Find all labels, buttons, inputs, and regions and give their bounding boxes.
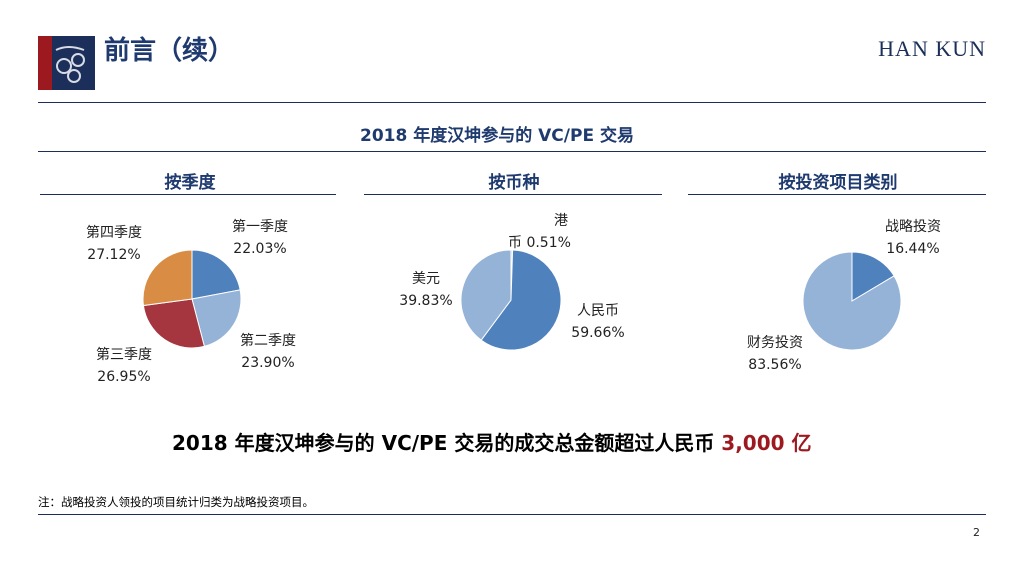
pie-slice-currency-1 [480,249,562,351]
column-divider-2 [364,194,662,195]
logo-icon [38,36,95,90]
slice-label-rmb: 人民币 59.66% [571,303,625,341]
column-heading-currency: 按币种 [488,173,540,193]
column-divider-1 [40,194,336,195]
pie-slice-quarter-2 [142,298,206,349]
section-subtitle: 2018 年度汉坤参与的 VC/PE 交易 [360,126,634,146]
pie-chart-category [802,251,902,351]
slice-label-q3: 第三季度 26.95% [96,347,152,385]
slice-label-q4: 第四季度 27.12% [86,225,142,263]
subtitle-divider [38,151,986,152]
summary-statement: 2018 年度汉坤参与的 VC/PE 交易的成交总金额超过人民币 3,000 亿 [172,431,812,455]
column-heading-category: 按投资项目类别 [778,173,898,193]
slice-label-q2: 第二季度 23.90% [240,333,296,371]
pie-slice-quarter-0 [191,249,241,300]
pie-slice-category-0 [851,251,895,302]
pie-chart-currency [460,249,562,351]
slice-label-strategic: 战略投资 16.44% [885,219,941,257]
footnote: 注：战略投资人领投的项目统计归类为战略投资项目。 [38,495,314,509]
pie-chart-quarter [142,249,242,349]
pie-slice-category-1 [802,251,902,351]
slice-label-usd: 美元 39.83% [399,271,453,309]
page-title: 前言（续） [104,36,235,66]
pie-slice-quarter-1 [191,289,242,348]
slice-label-financial: 财务投资 83.56% [747,335,803,373]
slice-label-q1: 第一季度 22.03% [232,219,288,257]
header-divider [38,102,986,103]
brand-logo: HAN KUN [878,36,986,61]
footer-divider [38,514,986,515]
column-heading-quarter: 按季度 [164,173,216,193]
pie-slice-currency-2 [460,249,512,341]
page-number: 2 [973,526,980,539]
column-divider-3 [688,194,986,195]
slice-label-hkd: 港 币 0.51% [508,213,571,251]
pie-slice-quarter-3 [142,249,193,307]
summary-highlight: 3,000 亿 [721,431,812,455]
